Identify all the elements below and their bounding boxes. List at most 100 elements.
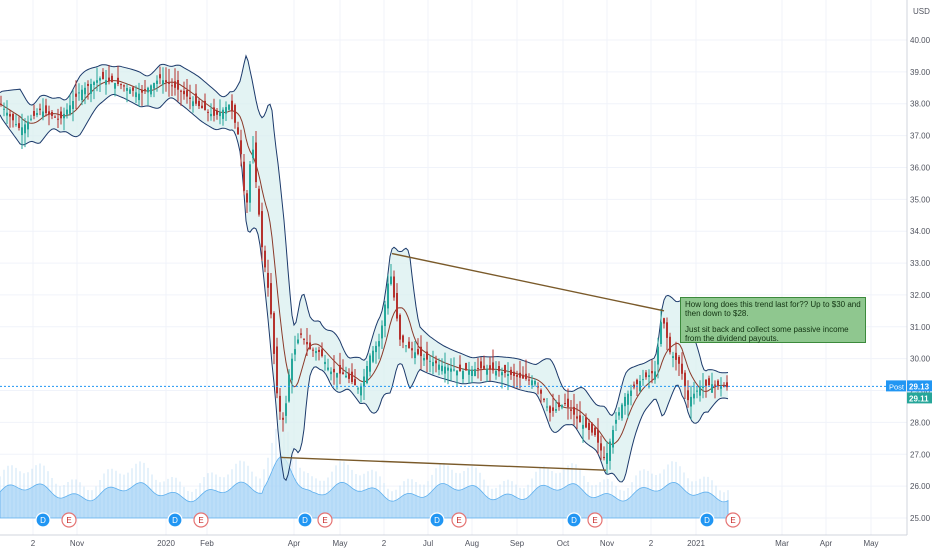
candle-body	[681, 363, 683, 374]
candle-body	[135, 92, 137, 98]
candle-body	[144, 89, 146, 91]
candle-body	[384, 304, 386, 327]
price-tick-label: 25.00	[910, 514, 931, 523]
candle-body	[279, 395, 281, 412]
candle-body	[69, 105, 71, 114]
candle-body	[87, 84, 89, 86]
marker-label: D	[172, 516, 178, 525]
candle-body	[222, 109, 224, 119]
dividend-marker[interactable]: D	[699, 512, 715, 528]
candle-body	[402, 335, 404, 343]
candle-body	[651, 371, 653, 374]
dividend-marker[interactable]: D	[167, 512, 183, 528]
candle-body	[615, 419, 617, 424]
candle-body	[480, 361, 482, 369]
last-price-badge	[907, 392, 932, 404]
earnings-marker[interactable]: E	[61, 512, 77, 528]
candle-body	[660, 322, 662, 344]
last-price-value: 29.11	[909, 394, 929, 403]
candle-body	[213, 107, 215, 116]
candle-body	[27, 121, 29, 130]
marker-label: E	[730, 516, 735, 525]
band-upper-line	[0, 54, 729, 417]
candle-body	[273, 313, 275, 354]
price-tick-label: 37.00	[910, 132, 931, 141]
candle-body	[705, 379, 707, 386]
candle-body	[234, 105, 236, 123]
candle-body	[459, 364, 461, 372]
candle-body	[318, 349, 320, 352]
candle-body	[195, 93, 197, 104]
candle-body	[510, 369, 512, 375]
candle-body	[129, 89, 131, 94]
candle-body	[147, 87, 149, 93]
candle-body	[21, 127, 23, 136]
dividend-marker[interactable]: D	[429, 512, 445, 528]
candle-body	[414, 352, 416, 359]
candle-body	[549, 406, 551, 413]
candle-body	[138, 93, 140, 101]
candle-body	[495, 370, 497, 376]
candle-body	[60, 111, 62, 119]
candle-body	[609, 441, 611, 461]
candle-body	[132, 87, 134, 91]
time-tick-label: Sep	[510, 539, 525, 548]
candle-body	[435, 360, 437, 364]
marker-circle	[566, 512, 582, 528]
annotation-line-1: How long does this trend last for?? Up t…	[685, 300, 861, 318]
candle-body	[405, 345, 407, 347]
candle-body	[258, 188, 260, 215]
candle-body	[330, 371, 332, 375]
candle-body	[417, 349, 419, 355]
candle-body	[621, 404, 623, 419]
candle-body	[696, 390, 698, 392]
candle-body	[165, 80, 167, 83]
band-lower-line	[0, 93, 729, 483]
candle-body	[456, 370, 458, 376]
dividend-marker[interactable]: D	[566, 512, 582, 528]
time-tick-label: Oct	[557, 539, 570, 548]
candle-body	[669, 336, 671, 353]
candle-body	[708, 378, 710, 385]
candle-body	[186, 90, 188, 97]
candle-body	[123, 85, 125, 87]
price-axis-bg	[907, 0, 932, 550]
candle-body	[387, 283, 389, 309]
earnings-marker[interactable]: E	[587, 512, 603, 528]
candle-body	[690, 396, 692, 407]
earnings-marker[interactable]: E	[317, 512, 333, 528]
candle-body	[492, 362, 494, 371]
marker-circle	[61, 512, 77, 528]
time-tick-label: 2	[382, 539, 387, 548]
candles	[0, 65, 728, 474]
annotation-note[interactable]: How long does this trend last for?? Up t…	[680, 297, 866, 343]
dividend-marker[interactable]: D	[297, 512, 313, 528]
candle-body	[432, 362, 434, 367]
candle-body	[297, 339, 299, 344]
candle-body	[183, 90, 185, 95]
candle-body	[42, 111, 44, 117]
time-tick-label: 2	[649, 539, 654, 548]
grid-lines	[0, 0, 907, 535]
candle-body	[471, 369, 473, 376]
candle-body	[597, 429, 599, 443]
earnings-marker[interactable]: E	[193, 512, 209, 528]
dividend-marker[interactable]: D	[35, 512, 51, 528]
candle-body	[252, 149, 254, 159]
time-axis: 2 Nov 2020 Feb Apr May 2 Jul Aug Sep Oct Nov 2 2021 Ma…	[0, 534, 907, 548]
candle-body	[324, 361, 326, 365]
candle-body	[45, 105, 47, 113]
candle-body	[687, 390, 689, 401]
price-tick-label: 30.00	[910, 355, 931, 364]
price-tick-label: 27.00	[910, 450, 931, 459]
candle-body	[558, 402, 560, 408]
earnings-marker[interactable]: E	[725, 512, 741, 528]
earnings-marker[interactable]: E	[451, 512, 467, 528]
candle-body	[486, 369, 488, 375]
candle-body	[564, 403, 566, 404]
candle-body	[126, 88, 128, 91]
candle-body	[591, 423, 593, 433]
